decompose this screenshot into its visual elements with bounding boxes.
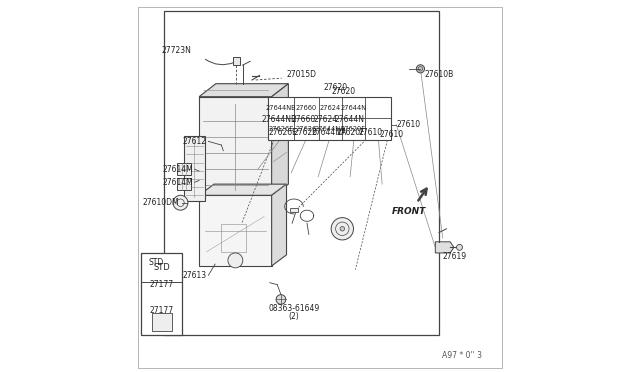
Text: 27660: 27660 (296, 105, 317, 111)
Text: 27644N: 27644N (335, 115, 365, 124)
Text: 27620: 27620 (331, 87, 355, 96)
Text: 27619: 27619 (443, 252, 467, 261)
Circle shape (276, 295, 286, 304)
Text: 27660: 27660 (291, 115, 316, 124)
Text: 27610: 27610 (380, 130, 404, 139)
Text: 27610B: 27610B (424, 70, 453, 79)
Text: 27644NA: 27644NA (312, 128, 347, 137)
Bar (221, 224, 246, 252)
Text: 27626E: 27626E (268, 126, 294, 132)
Text: 27644N: 27644N (340, 105, 366, 111)
Text: STD: STD (149, 258, 164, 267)
Polygon shape (271, 184, 287, 266)
Text: 27177: 27177 (150, 280, 174, 289)
Text: A97 * 0'' 3: A97 * 0'' 3 (442, 351, 482, 360)
Bar (268, 97, 390, 140)
Circle shape (228, 253, 243, 268)
Text: 27610: 27610 (396, 120, 420, 129)
Polygon shape (199, 195, 271, 266)
Text: 27620: 27620 (323, 83, 348, 92)
Bar (164, 11, 439, 335)
Text: 27620F: 27620F (340, 126, 365, 132)
Text: 08363-61649: 08363-61649 (268, 304, 319, 313)
Text: 27614M: 27614M (163, 165, 193, 174)
Polygon shape (271, 84, 289, 197)
Polygon shape (435, 242, 454, 253)
Text: 27626: 27626 (293, 128, 317, 137)
Text: 27644NB: 27644NB (262, 115, 297, 124)
Text: 27614M: 27614M (163, 178, 193, 187)
Polygon shape (199, 84, 289, 97)
Bar (233, 57, 239, 65)
Text: STD: STD (154, 263, 170, 272)
Text: 27177: 27177 (150, 306, 174, 315)
Text: 27624: 27624 (314, 115, 338, 124)
Text: 27644NA: 27644NA (315, 126, 346, 132)
Text: 27620F: 27620F (337, 128, 365, 137)
Text: 27610: 27610 (358, 128, 382, 137)
Polygon shape (199, 97, 271, 197)
Text: 27626: 27626 (296, 126, 317, 132)
Bar (141, 253, 182, 335)
Polygon shape (199, 184, 287, 195)
Text: 27610DM: 27610DM (142, 198, 179, 207)
Circle shape (331, 218, 353, 240)
Text: 27624: 27624 (319, 105, 341, 111)
Bar (177, 163, 191, 175)
Text: 27644NB: 27644NB (266, 105, 296, 111)
Circle shape (340, 227, 344, 231)
Text: 27723N: 27723N (162, 46, 191, 55)
Bar (152, 313, 172, 331)
Bar (177, 178, 191, 190)
Circle shape (456, 244, 463, 250)
Circle shape (173, 195, 188, 210)
Text: 27613: 27613 (182, 271, 207, 280)
Text: 27015D: 27015D (287, 70, 317, 79)
Text: 27626E: 27626E (268, 128, 297, 137)
Text: (2): (2) (289, 312, 300, 321)
Circle shape (417, 65, 424, 73)
Bar (291, 208, 298, 212)
Polygon shape (184, 136, 205, 201)
Text: FRONT: FRONT (392, 207, 426, 216)
Text: 27612: 27612 (182, 137, 207, 146)
